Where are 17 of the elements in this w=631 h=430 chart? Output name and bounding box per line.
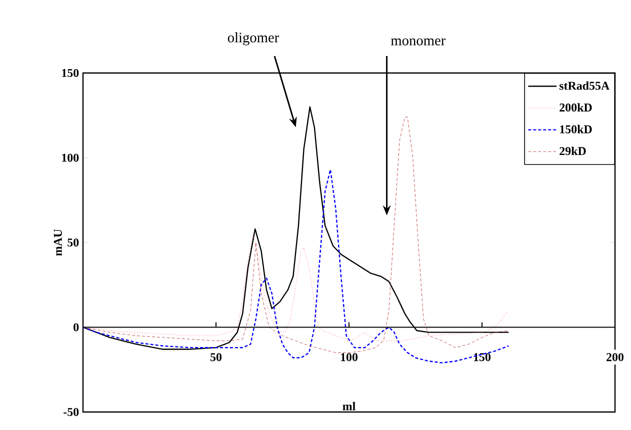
legend-label: 150kD bbox=[560, 124, 592, 134]
y-tick-label: 50 bbox=[68, 238, 79, 247]
x-tick-label: 50 bbox=[210, 353, 222, 362]
text: monomer bbox=[390, 38, 446, 46]
x-axis-title: ml bbox=[342, 402, 356, 410]
y-tick-label: 0 bbox=[74, 323, 79, 332]
y-tick-label: -50 bbox=[64, 408, 79, 416]
y-axis-title: mAU bbox=[54, 229, 62, 256]
x-tick-label: 150 bbox=[474, 353, 491, 362]
legend-label: 29kD bbox=[560, 146, 586, 156]
y-tick-label: 150 bbox=[62, 68, 79, 78]
legend-label: 200kD bbox=[560, 103, 592, 112]
y-tick-label: 100 bbox=[62, 154, 79, 162]
x-tick-label: 200 bbox=[606, 353, 624, 362]
text: oligomer bbox=[228, 32, 280, 46]
legend-label: stRad55A bbox=[560, 81, 610, 90]
x-tick-label: 100 bbox=[340, 353, 358, 362]
